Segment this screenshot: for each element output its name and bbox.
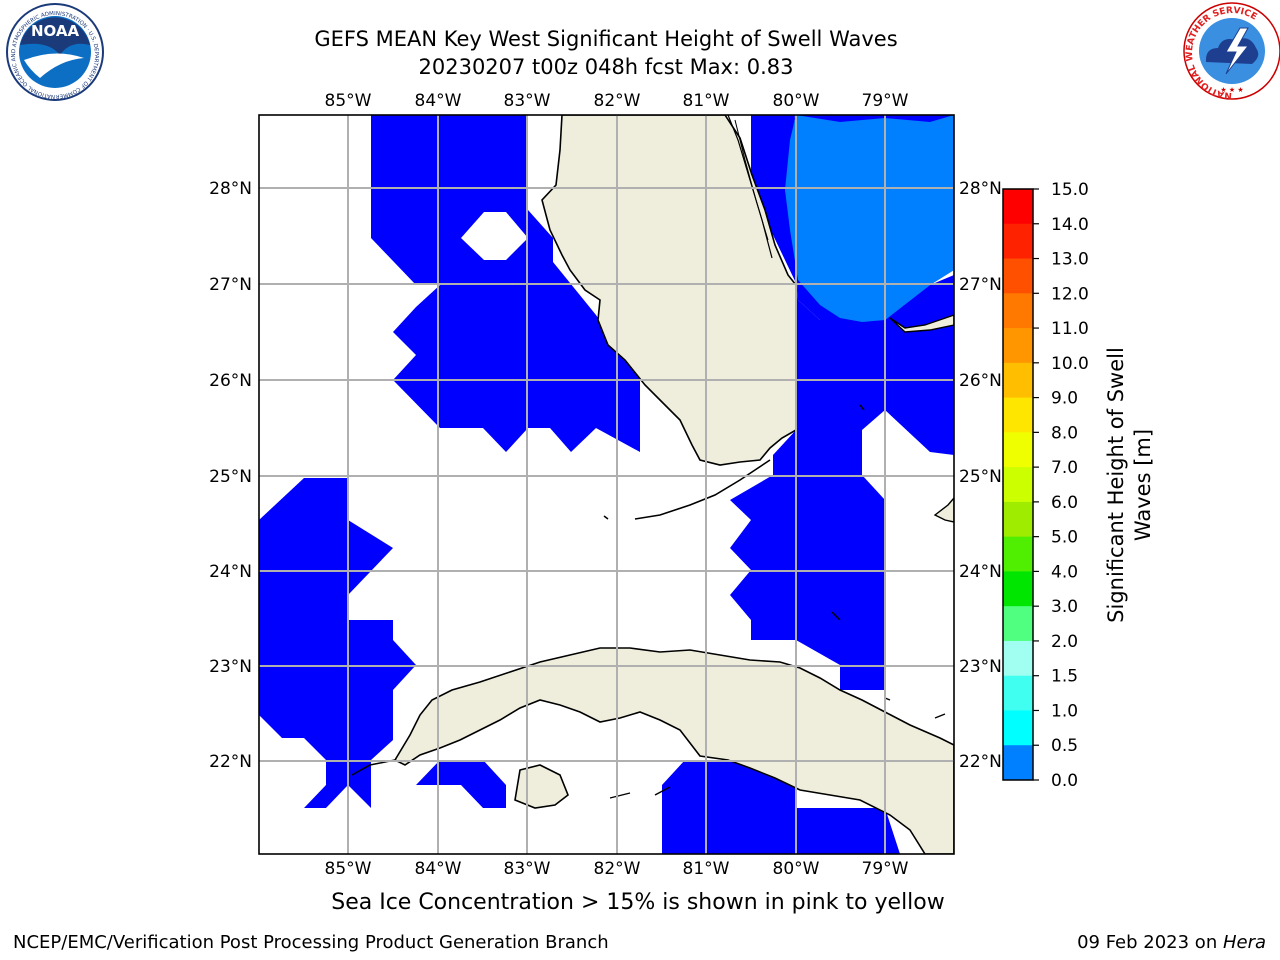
lon-label-top: 85°W bbox=[325, 91, 372, 111]
colorbar-segment bbox=[1003, 189, 1033, 225]
colorbar-segment bbox=[1003, 745, 1033, 781]
footer-date: 09 Feb 2023 on Hera bbox=[1077, 932, 1266, 953]
colorbar-segment bbox=[1003, 432, 1033, 468]
land-florida bbox=[541, 115, 797, 466]
lon-label-top: 82°W bbox=[594, 91, 641, 111]
lat-label-left: 28°N bbox=[209, 179, 252, 199]
colorbar-tick-label: 9.0 bbox=[1051, 389, 1078, 409]
lon-label-top: 83°W bbox=[504, 91, 551, 111]
colorbar-tick-label: 0.5 bbox=[1051, 736, 1078, 756]
lon-label-top: 80°W bbox=[773, 91, 820, 111]
lon-label-bottom: 85°W bbox=[325, 859, 372, 879]
colorbar-segment bbox=[1003, 467, 1033, 503]
colorbar-tick-label: 12.0 bbox=[1051, 284, 1089, 304]
chart-subtitle: 20230207 t00z 048h fcst Max: 0.83 bbox=[418, 55, 794, 79]
colorbar-tick-label: 2.0 bbox=[1051, 632, 1078, 652]
colorbar-segment bbox=[1003, 606, 1033, 642]
lon-label-top: 79°W bbox=[862, 91, 909, 111]
colorbar-tick-label: 13.0 bbox=[1051, 250, 1089, 270]
nws-logo: NATIONAL WEATHER SERVICE ★ ★ ★ bbox=[1183, 2, 1280, 100]
noaa-logo-text: NOAA bbox=[31, 22, 80, 40]
lat-label-left: 27°N bbox=[209, 275, 252, 295]
lat-label-right: 26°N bbox=[959, 371, 1002, 391]
colorbar-tick-label: 1.0 bbox=[1051, 701, 1078, 721]
colorbar-tick-label: 8.0 bbox=[1051, 423, 1078, 443]
lat-label-right: 23°N bbox=[959, 657, 1002, 677]
colorbar-tick-label: 15.0 bbox=[1051, 180, 1089, 200]
lat-label-right: 28°N bbox=[959, 179, 1002, 199]
colorbar: 15.0 14.0 13.0 12.0 11.0 10.0 9.0 8.0 7.0 6.0 5.0 4… bbox=[1002, 180, 1155, 791]
land-cuba bbox=[393, 647, 954, 854]
lat-label-right: 27°N bbox=[959, 275, 1002, 295]
swell-band-0.5-1 bbox=[785, 115, 954, 322]
land-isla-juventud bbox=[514, 764, 569, 809]
svg-text:★ ★ ★: ★ ★ ★ bbox=[1220, 86, 1243, 94]
lon-label-top: 84°W bbox=[415, 91, 462, 111]
lon-label-bottom: 82°W bbox=[594, 859, 641, 879]
colorbar-tick-label: 1.5 bbox=[1051, 667, 1078, 687]
land-florida-keys bbox=[634, 459, 771, 520]
sea-ice-note: Sea Ice Concentration > 15% is shown in … bbox=[331, 890, 945, 915]
map-frame bbox=[258, 114, 955, 855]
colorbar-tick-label: 7.0 bbox=[1051, 458, 1078, 478]
map-gridlines bbox=[259, 115, 954, 854]
colorbar-tick-label: 11.0 bbox=[1051, 319, 1089, 339]
lon-label-bottom: 80°W bbox=[773, 859, 820, 879]
colorbar-segment bbox=[1003, 362, 1033, 399]
colorbar-tick-label: 4.0 bbox=[1051, 562, 1078, 582]
colorbar-segment bbox=[1003, 258, 1033, 294]
colorbar-segment bbox=[1003, 397, 1033, 433]
footer-date-text: 09 Feb 2023 on bbox=[1077, 932, 1223, 953]
lat-label-left: 23°N bbox=[209, 657, 252, 677]
colorbar-frame bbox=[1002, 188, 1034, 781]
colorbar-segment bbox=[1003, 640, 1033, 677]
colorbar-tick-label: 6.0 bbox=[1051, 493, 1078, 513]
lon-label-bottom: 83°W bbox=[504, 859, 551, 879]
colorbar-segment bbox=[1003, 501, 1033, 538]
colorbar-segment bbox=[1003, 328, 1033, 364]
lat-label-right: 22°N bbox=[959, 752, 1002, 772]
colorbar-tick-label: 5.0 bbox=[1051, 528, 1078, 548]
lon-label-bottom: 81°W bbox=[683, 859, 730, 879]
colorbar-title-units: Waves [m] bbox=[1131, 429, 1155, 541]
colorbar-segment bbox=[1003, 675, 1033, 711]
chart-title: GEFS MEAN Key West Significant Height of… bbox=[314, 27, 898, 51]
footer-credit: NCEP/EMC/Verification Post Processing Pr… bbox=[13, 932, 609, 953]
colorbar-segment bbox=[1003, 710, 1033, 746]
noaa-logo: NATIONAL OCEANIC AND ATMOSPHERIC ADMINIS… bbox=[0, 0, 104, 101]
colorbar-segment bbox=[1003, 293, 1033, 329]
lat-label-left: 25°N bbox=[209, 467, 252, 487]
colorbar-tick-label: 0.0 bbox=[1051, 771, 1078, 791]
lon-label-top: 81°W bbox=[683, 91, 730, 111]
colorbar-tick-label: 3.0 bbox=[1051, 597, 1078, 617]
colorbar-tick-label: 14.0 bbox=[1051, 215, 1089, 235]
colorbar-tick-label: 10.0 bbox=[1051, 354, 1089, 374]
lat-label-right: 25°N bbox=[959, 467, 1002, 487]
colorbar-segment bbox=[1003, 571, 1033, 607]
lon-label-bottom: 79°W bbox=[862, 859, 909, 879]
lon-label-bottom: 84°W bbox=[415, 859, 462, 879]
colorbar-segment bbox=[1003, 536, 1033, 572]
colorbar-title: Significant Height of Swell bbox=[1104, 347, 1128, 623]
lat-label-left: 24°N bbox=[209, 562, 252, 582]
colorbar-segment bbox=[1003, 223, 1033, 260]
lat-label-left: 26°N bbox=[209, 371, 252, 391]
footer-machine: Hera bbox=[1222, 932, 1266, 953]
lat-label-left: 22°N bbox=[209, 752, 252, 772]
lat-label-right: 24°N bbox=[959, 562, 1002, 582]
